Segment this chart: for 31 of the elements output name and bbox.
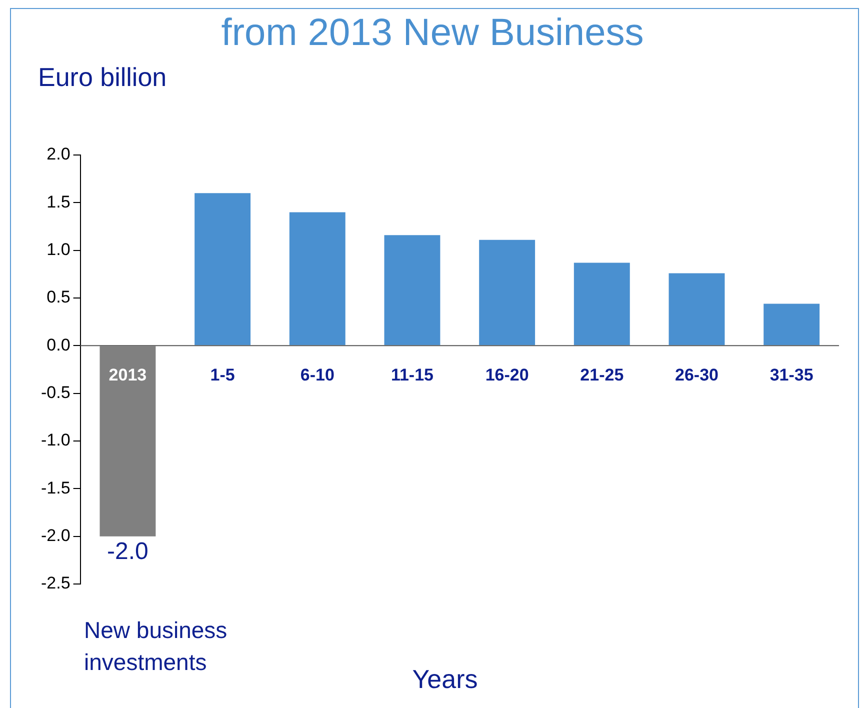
- x-tick-label: 11-15: [390, 365, 434, 384]
- y-tick-label: -1.5: [40, 478, 70, 498]
- bar: [384, 235, 440, 346]
- x-tick-label: 1-5: [210, 365, 235, 384]
- x-tick-label: 2013: [108, 365, 147, 384]
- chart-title: from 2013 New Business: [211, 12, 654, 54]
- y-axis-title: Euro billion: [38, 62, 167, 93]
- y-tick-label: 2.0: [46, 144, 70, 164]
- bar: [574, 262, 630, 346]
- bar: [100, 346, 156, 536]
- y-tick-label: 0.0: [46, 335, 70, 354]
- bar: [194, 193, 251, 346]
- y-tick-label: 1.5: [46, 192, 70, 212]
- y-tick-label: -2.0: [40, 526, 70, 546]
- y-tick-label: 0.5: [46, 288, 70, 307]
- x-tick-label: 6-10: [300, 365, 334, 384]
- x-tick-label: 21-25: [580, 365, 624, 384]
- x-tick-label: 16-20: [485, 365, 529, 384]
- y-tick-label: -0.5: [40, 383, 70, 402]
- x-tick-label: 31-35: [770, 365, 814, 384]
- y-tick-label: -1.0: [40, 430, 70, 450]
- x-axis-title: Years: [412, 664, 478, 694]
- text: New business investments: [84, 616, 228, 677]
- data-label: -2.0: [107, 538, 148, 565]
- x-tick-label: 26-30: [675, 365, 718, 384]
- bar: [289, 212, 346, 346]
- bar: [668, 273, 725, 346]
- bar: [764, 304, 820, 346]
- y-tick-label: -2.5: [40, 574, 70, 593]
- y-tick-label: 1.0: [46, 240, 70, 260]
- bar: [479, 240, 536, 346]
